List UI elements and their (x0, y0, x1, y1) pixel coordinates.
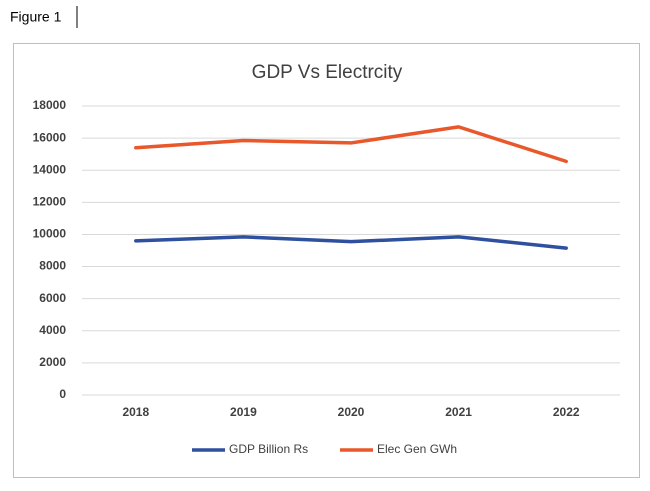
x-tick-label: 2018 (122, 405, 149, 419)
y-tick-label: 4000 (39, 323, 66, 337)
chart-border (13, 43, 640, 478)
x-tick-label: 2019 (230, 405, 257, 419)
y-tick-label: 8000 (39, 259, 66, 273)
y-tick-label: 18000 (33, 98, 67, 112)
y-tick-label: 6000 (39, 291, 66, 305)
x-tick-label: 2022 (553, 405, 580, 419)
y-tick-label: 16000 (33, 130, 67, 144)
y-tick-label: 2000 (39, 355, 66, 369)
y-tick-label: 10000 (33, 227, 67, 241)
y-tick-label: 12000 (33, 195, 67, 209)
series-line (134, 235, 568, 250)
figure-caption: Figure 1 (10, 9, 62, 25)
series-line (134, 125, 568, 164)
x-tick-label: 2020 (338, 405, 365, 419)
y-tick-label: 0 (59, 387, 66, 401)
chart-title: GDP Vs Electrcity (252, 62, 403, 83)
y-tick-label: 14000 (33, 162, 67, 176)
legend-label: GDP Billion Rs (229, 442, 308, 456)
legend-label: Elec Gen GWh (377, 442, 457, 456)
x-tick-label: 2021 (445, 405, 472, 419)
